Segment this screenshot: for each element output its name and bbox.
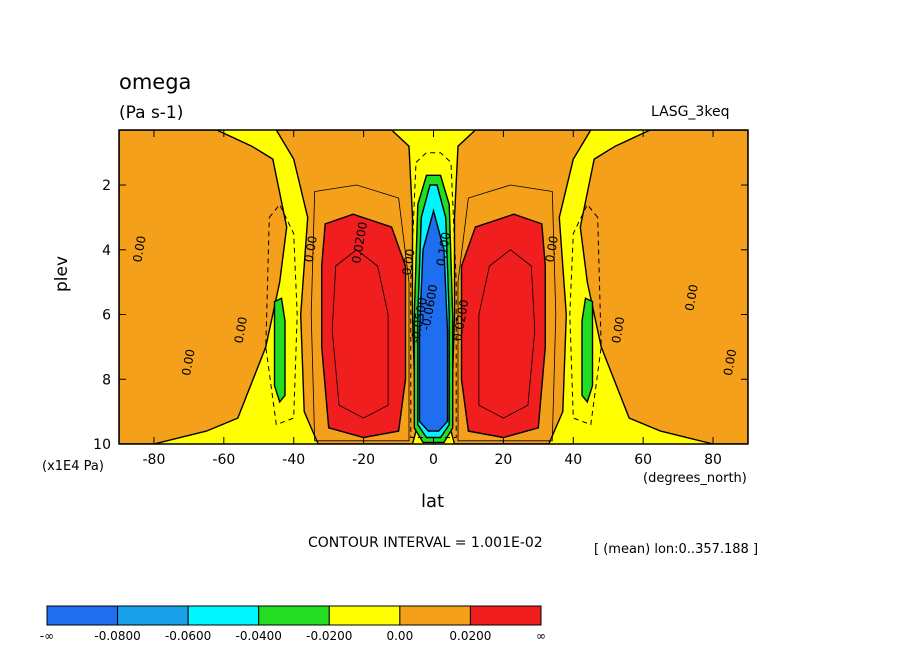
x-tick-label-4: 0: [429, 452, 438, 468]
contour-interval-text: CONTOUR INTERVAL = 1.001E-02: [308, 535, 543, 551]
negative-contour-1: [265, 203, 298, 426]
y-tick-label-1: 4: [102, 243, 111, 259]
contour-label-2: 0.00: [232, 316, 250, 345]
inner-contour-3: [457, 184, 557, 442]
dataset-name: LASG_3keq: [651, 104, 730, 120]
x-tick-label-6: 40: [564, 452, 582, 468]
y-tick-label-4: 10: [93, 437, 111, 453]
contour-label-11: 0.00: [609, 316, 627, 345]
contour-label-0: 0.00: [130, 235, 148, 264]
negative-contour-0: [410, 152, 457, 438]
subset-text: [ (mean) lon:0..357.188 ]: [594, 542, 759, 557]
colorbar-swatch-5: [399, 605, 471, 626]
colorbar-label-1: -0.0800: [94, 629, 140, 643]
x-axis-label: lat: [421, 491, 445, 512]
contour-label-13: 0.00: [721, 348, 739, 377]
x-tick-label-7: 60: [634, 452, 652, 468]
colorbar-label-2: -0.0600: [165, 629, 211, 643]
contour-region-6: [460, 213, 546, 439]
contour-label-3: 0.00: [302, 235, 320, 264]
contour-label-5: 0.00: [399, 248, 417, 277]
colorbar-swatch-4: [328, 605, 401, 626]
inner-contour-1: [478, 249, 536, 419]
y-tick-label-2: 6: [102, 308, 111, 324]
colorbar-label-6: 0.0200: [449, 629, 491, 643]
contour-label-12: 0.00: [682, 283, 700, 312]
colorbar-label-0: -∞: [40, 629, 54, 643]
contour-label-10: 0.00: [543, 235, 561, 264]
x-tick-label-2: -40: [282, 452, 305, 468]
colorbar-label-7: ∞: [536, 629, 546, 643]
contour-label-8: 0.100: [434, 231, 454, 267]
contour-region-10: [273, 297, 286, 404]
variable-units: (Pa s-1): [119, 103, 184, 123]
inner-contour-2: [310, 184, 410, 442]
x-tick-label-3: -20: [352, 452, 375, 468]
colorbar-swatch-6: [469, 605, 542, 626]
chart-title: omega: [119, 70, 192, 94]
contour-fill-layer: [119, 130, 748, 444]
x-tick-label-0: -80: [143, 452, 166, 468]
colorbar-swatch-2: [187, 605, 260, 626]
y-axis-ticks: 2 4 6 8 10: [93, 178, 748, 453]
contour-region-11: [581, 297, 594, 404]
colorbar-swatch-0: [46, 605, 119, 626]
colorbar-label-3: -0.0400: [236, 629, 282, 643]
x-axis-ticks: -80 -60 -40 -20 0 20 40 60 80: [143, 130, 722, 468]
y-axis-units: (x1E4 Pa): [42, 459, 104, 474]
negative-contour-2: [569, 203, 602, 426]
colorbar-label-5: 0.00: [386, 629, 413, 643]
contour-region-5: [321, 213, 407, 439]
y-tick-label-0: 2: [102, 178, 111, 194]
colorbar-swatch-1: [117, 605, 189, 626]
contour-region-2: [579, 130, 748, 444]
x-tick-label-8: 80: [704, 452, 722, 468]
contour-region-9: [418, 208, 449, 432]
colorbar-label-4: -0.0200: [306, 629, 352, 643]
x-axis-units: (degrees_north): [643, 471, 747, 486]
x-tick-label-1: -60: [212, 452, 235, 468]
contour-region-1: [119, 130, 288, 444]
x-tick-label-5: 20: [494, 452, 512, 468]
contour-line-layer: [265, 152, 602, 442]
colorbar: -∞ -0.0800 -0.0600 -0.0400 -0.0200 0.00 0.0200…: [40, 605, 546, 643]
inner-contour-0: [331, 249, 389, 419]
y-tick-label-3: 8: [102, 372, 111, 388]
colorbar-swatch-3: [258, 605, 330, 626]
contour-label-1: 0.00: [179, 348, 197, 377]
